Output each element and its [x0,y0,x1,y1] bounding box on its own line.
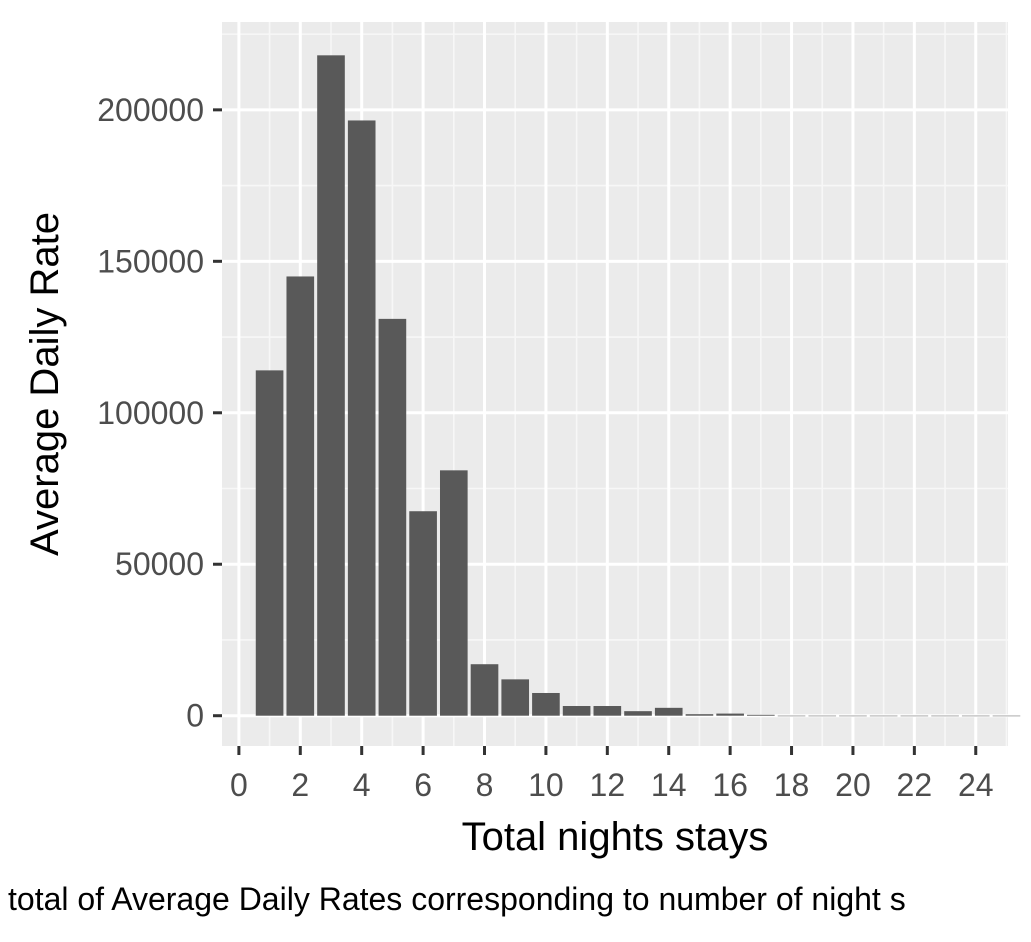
bar [685,714,714,716]
x-tick-label: 8 [476,767,494,803]
y-tick-label: 50000 [115,546,204,582]
y-tick-label: 0 [186,698,204,734]
bar [439,470,468,716]
chart-caption: total of Average Daily Rates correspondi… [8,881,906,917]
x-tick-label: 10 [528,767,564,803]
y-tick-label: 150000 [97,243,204,279]
x-tick-label: 6 [414,767,432,803]
bar [255,370,284,716]
bar [931,715,959,717]
bar [378,318,407,716]
x-axis-ticks: 0 2 4 6 8 10 12 14 16 18 20 22 24 [230,746,994,803]
bar [624,711,652,716]
x-tick-label: 14 [651,767,687,803]
bar [347,120,376,716]
y-axis-title: Average Daily Rate [23,212,67,556]
bar [808,715,837,717]
y-axis-ticks: 0 50000 100000 150000 200000 [97,92,222,734]
bar [654,707,683,716]
bar [562,706,591,716]
x-axis-title: Total nights stays [462,815,769,859]
x-tick-label: 20 [835,767,871,803]
y-tick-label: 100000 [97,395,204,431]
bar [317,55,345,716]
bar [961,715,990,717]
x-tick-label: 18 [774,767,810,803]
bars [255,55,1021,717]
bar [992,715,1021,717]
minor-gridlines [222,22,1008,746]
bar [286,276,315,716]
bar [501,679,530,716]
bar [747,714,775,716]
x-tick-label: 0 [230,767,248,803]
bar [409,511,437,716]
x-tick-label: 2 [291,767,309,803]
bar [593,706,622,716]
bar [900,715,929,717]
x-tick-label: 22 [897,767,933,803]
bar [532,692,560,716]
x-tick-label: 16 [712,767,748,803]
x-tick-label: 4 [353,767,371,803]
x-tick-label: 12 [590,767,626,803]
bar [716,713,744,716]
bar [777,715,806,717]
bar [470,664,499,716]
bar [869,715,898,717]
bar [839,715,867,717]
y-tick-label: 200000 [97,92,204,128]
x-tick-label: 24 [958,767,994,803]
